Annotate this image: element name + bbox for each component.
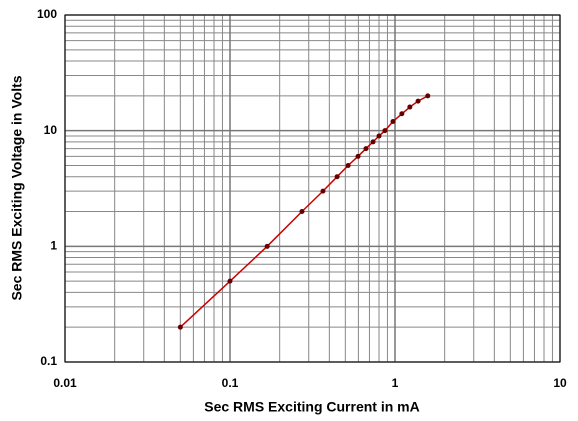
x-tick-label: 0.1: [222, 376, 239, 390]
y-tick-label: 1: [50, 239, 57, 253]
data-point: [399, 111, 405, 117]
data-point: [382, 128, 388, 134]
data-point: [355, 153, 361, 159]
y-tick-label: 10: [44, 123, 58, 137]
y-axis-label: Sec RMS Exciting Voltage in Volts: [9, 75, 25, 300]
data-point: [264, 243, 270, 249]
data-point: [390, 119, 396, 125]
y-tick-label: 100: [37, 7, 57, 21]
x-tick-label: 0.01: [53, 376, 77, 390]
data-point: [370, 139, 376, 145]
data-point: [299, 209, 305, 215]
data-point: [415, 98, 421, 104]
data-point: [376, 133, 382, 139]
data-point: [425, 93, 431, 99]
plot-border: [64, 14, 561, 363]
data-point: [407, 104, 413, 110]
data-point: [227, 278, 233, 284]
y-tick-label: 0.1: [40, 354, 57, 368]
data-point: [177, 324, 183, 330]
data-point: [334, 174, 340, 180]
data-point: [345, 162, 351, 168]
data-point: [320, 188, 326, 194]
x-tick-label: 10: [553, 376, 567, 390]
plot-area: [65, 15, 560, 362]
x-tick-label: 1: [392, 376, 399, 390]
data-point: [363, 146, 369, 152]
x-axis-label: Sec RMS Exciting Current in mA: [204, 399, 419, 415]
